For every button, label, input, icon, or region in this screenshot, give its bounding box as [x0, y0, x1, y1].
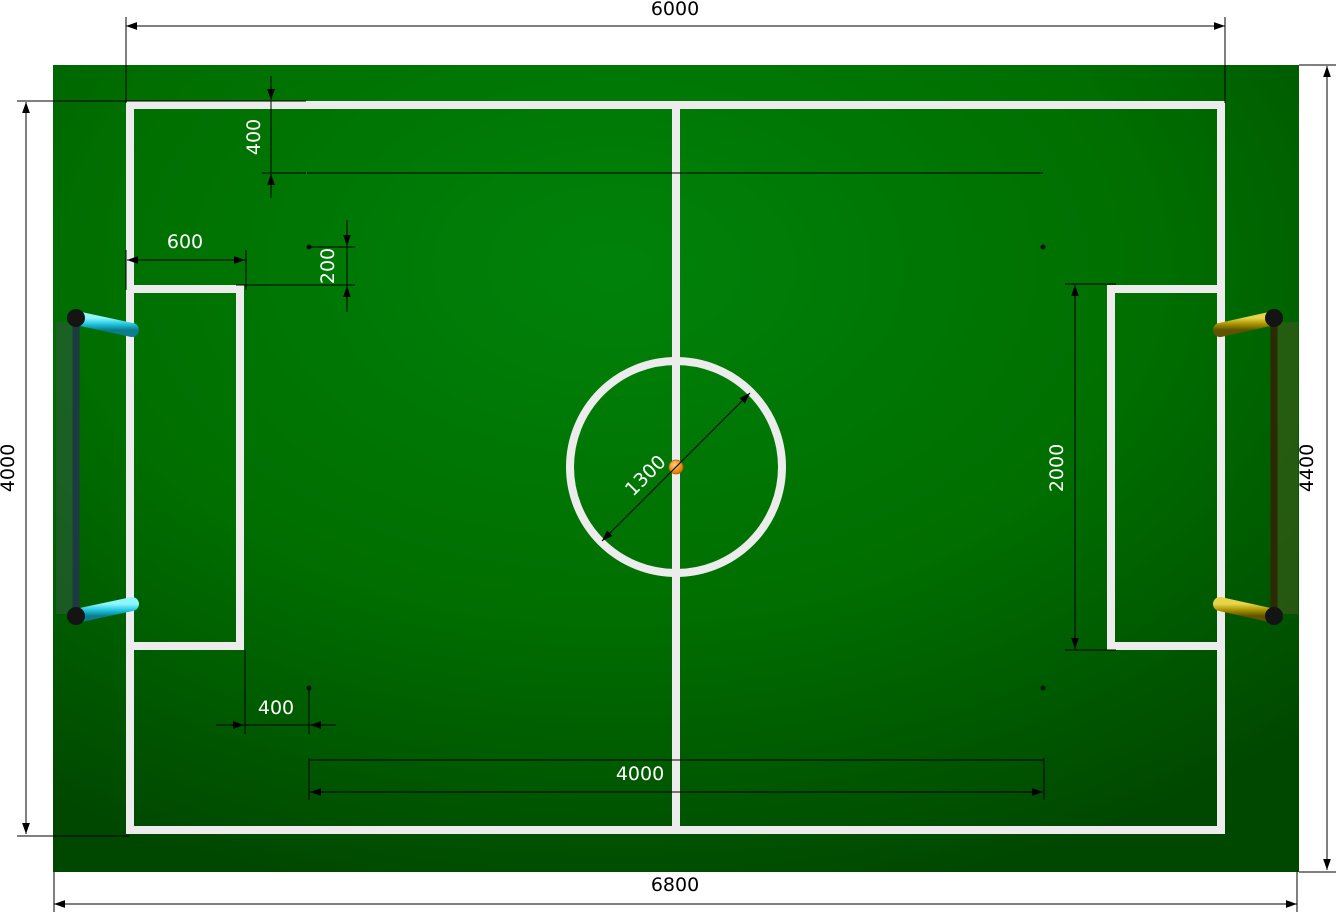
dimension-lines: [17, 17, 1336, 912]
label-carpet-width: 4400: [1296, 444, 1318, 492]
label-penalty-depth: 600: [167, 231, 203, 253]
goal-joint-left-top: [67, 309, 85, 327]
label-mark-spacing: 400: [258, 697, 294, 719]
center-circle: [566, 357, 786, 577]
label-mark-offset: 200: [317, 248, 339, 284]
label-penalty-width: 2000: [1046, 444, 1068, 492]
mark-bottom-right: [1040, 685, 1046, 691]
field-lines: [126, 101, 1225, 834]
goal-right: [1213, 309, 1298, 625]
dim-center-diameter: [601, 392, 751, 542]
label-boundary-offset: 400: [243, 119, 265, 155]
goal-joint-right-top: [1265, 309, 1283, 327]
penalty-area-left: [126, 285, 244, 650]
goal-joint-left-bottom: [67, 607, 85, 625]
mark-top-right: [1040, 244, 1046, 250]
goal-post-right-top: [1213, 311, 1281, 337]
goal-post-right-bottom: [1213, 597, 1281, 623]
penalty-area-right: [1107, 285, 1225, 650]
label-field-length: 6000: [651, 0, 699, 20]
label-field-width: 4000: [0, 444, 19, 492]
goal-net-right: [1276, 322, 1298, 614]
label-mark-distance: 4000: [616, 763, 664, 785]
goal-post-left-top: [69, 311, 139, 337]
label-carpet-length: 6800: [651, 874, 699, 896]
goal-post-left-bottom: [69, 597, 139, 623]
goal-joint-right-bottom: [1265, 607, 1283, 625]
goal-left: [56, 309, 139, 625]
